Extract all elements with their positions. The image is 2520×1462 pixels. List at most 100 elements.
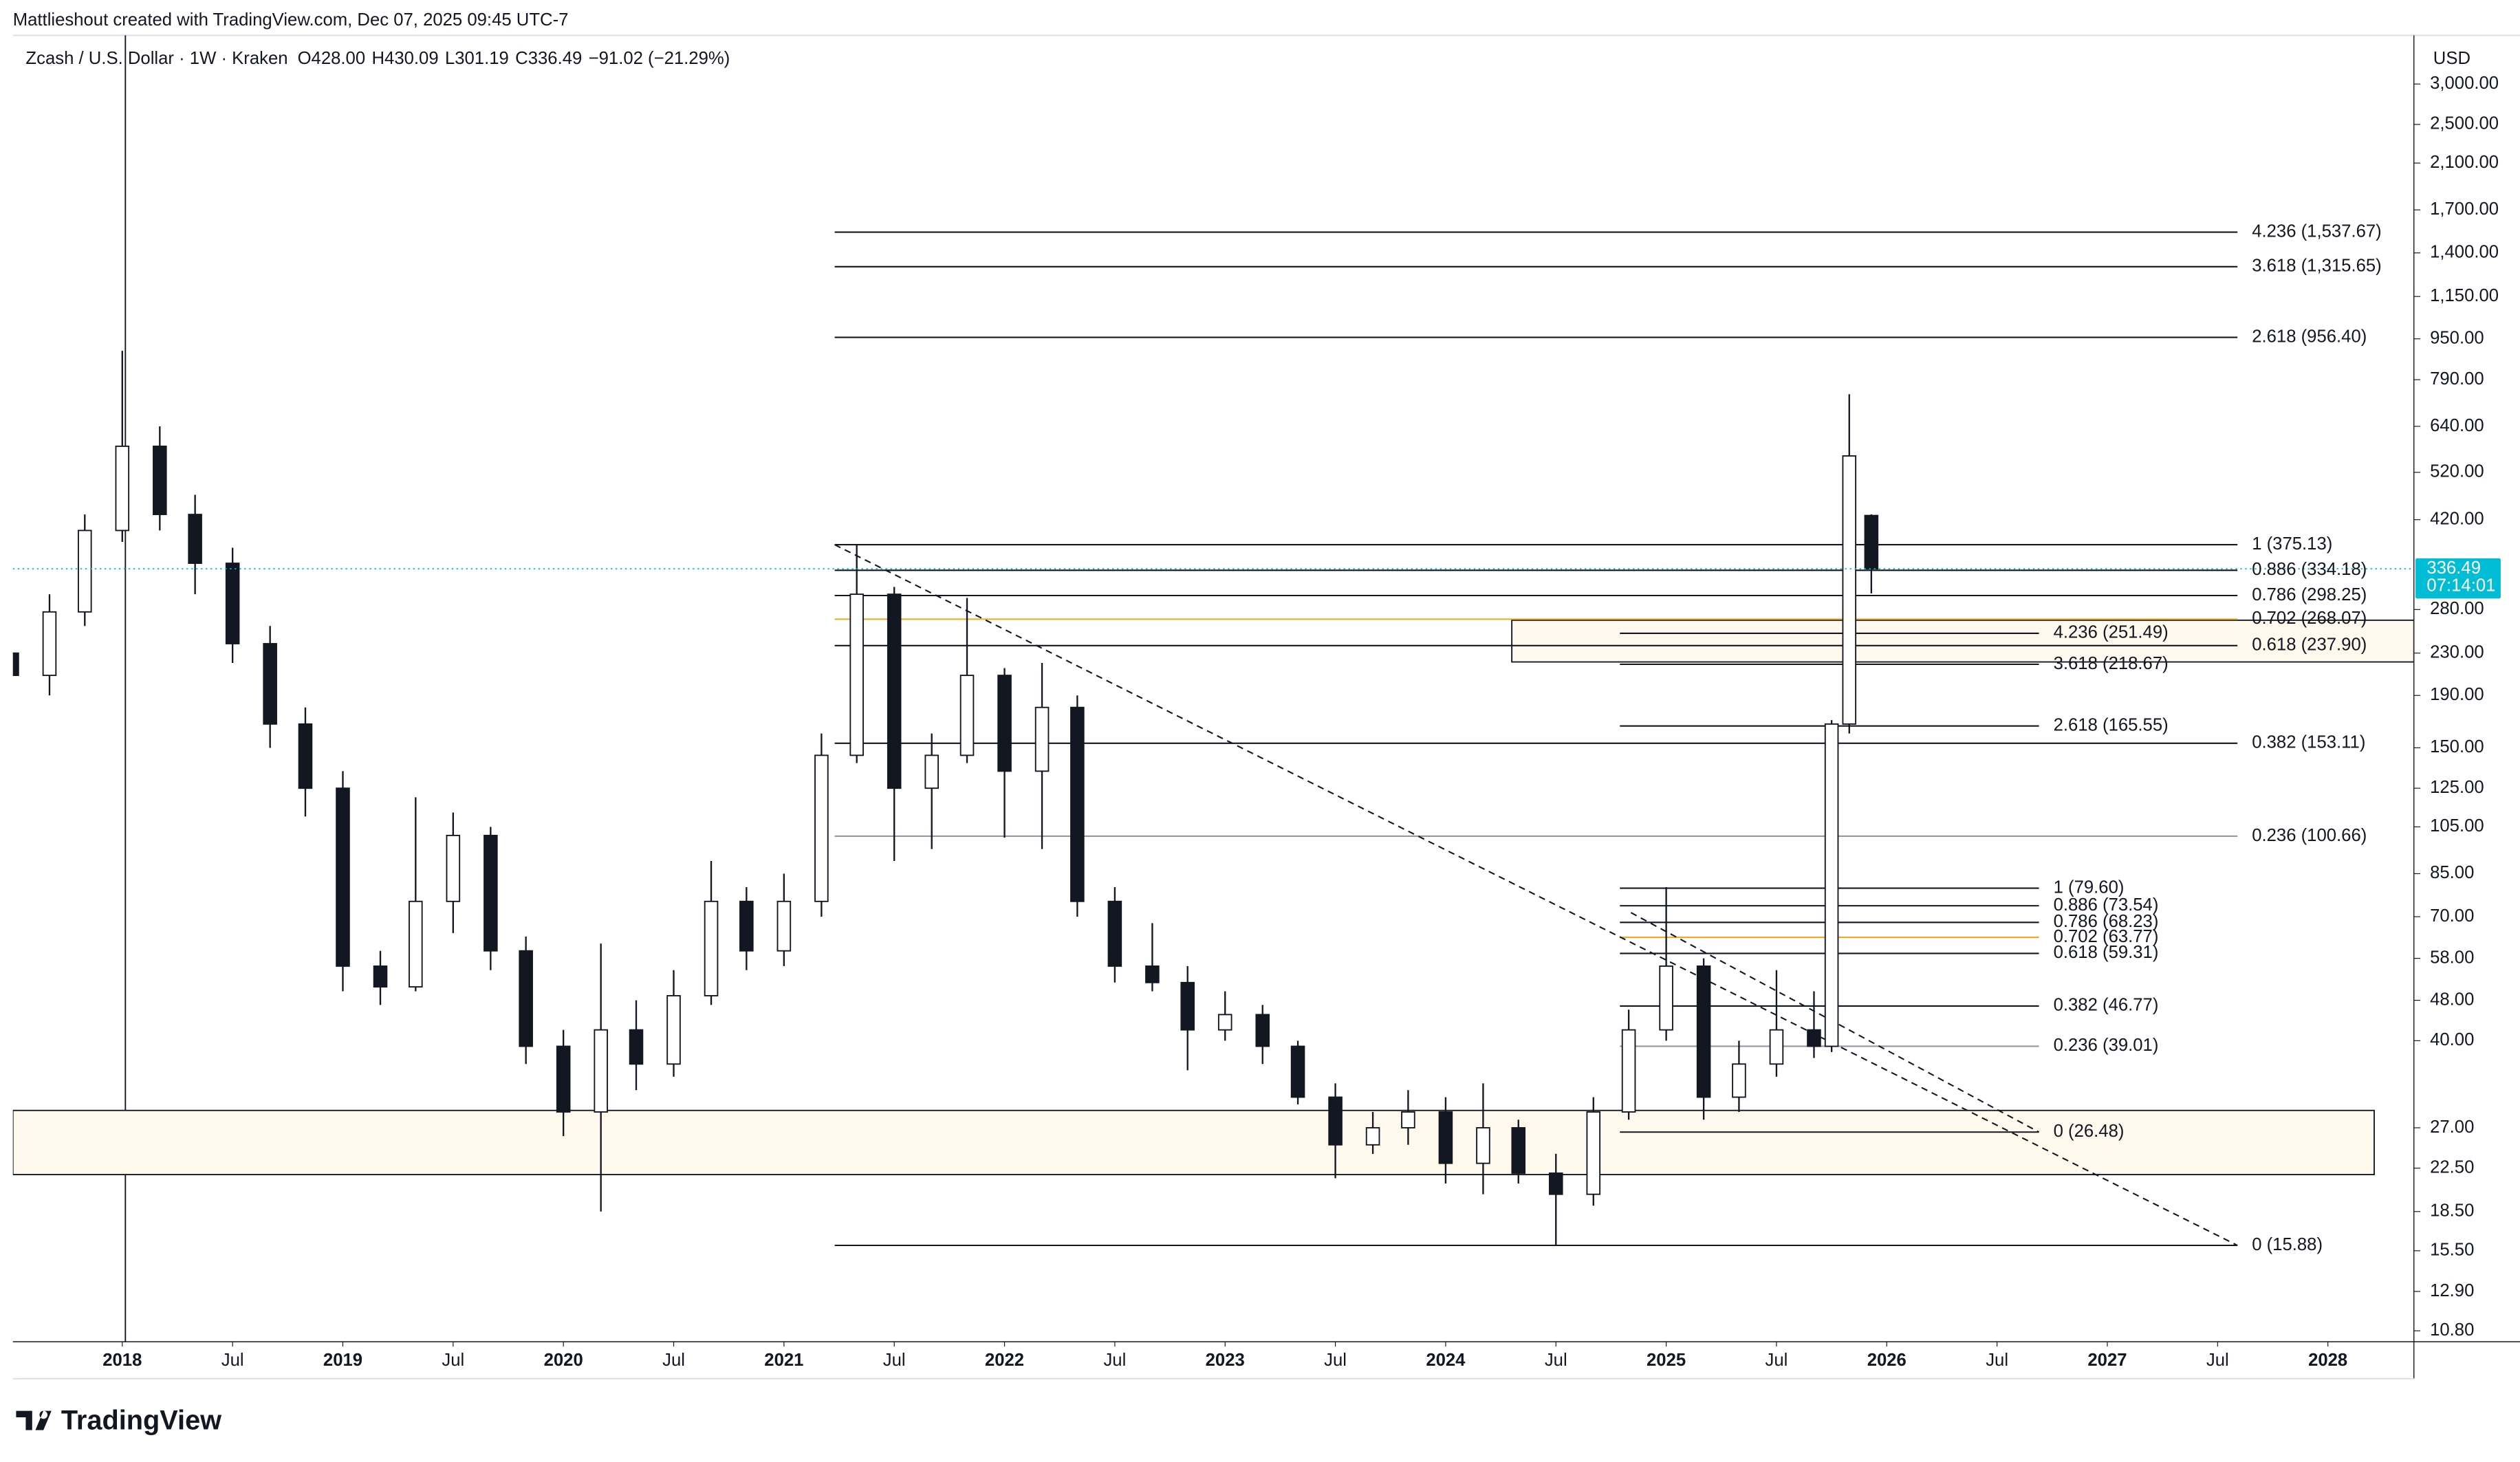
candle-body	[1290, 1045, 1305, 1098]
y-tick-label: 150.00	[2430, 737, 2484, 756]
fib-label: 0.786 (68.23)	[2054, 912, 2159, 931]
fib-label: 0.886 (73.54)	[2054, 895, 2159, 915]
x-tick-label: 2028	[2308, 1351, 2347, 1370]
candle-body	[409, 900, 423, 988]
candle-body	[924, 754, 939, 789]
y-tick-label: 280.00	[2430, 599, 2484, 618]
candle-body	[849, 593, 864, 756]
candle-body	[887, 593, 902, 789]
zone	[12, 1109, 2375, 1175]
candle-body	[1070, 706, 1085, 902]
candle-body	[739, 900, 754, 952]
x-tick-label: Jul	[442, 1351, 464, 1370]
fib-label: 4.236 (1,537.67)	[2252, 221, 2382, 241]
candle-body	[629, 1029, 644, 1065]
x-tick-label: 2023	[1206, 1351, 1245, 1370]
x-tick-label: Jul	[1986, 1351, 2008, 1370]
candle-body	[1659, 965, 1673, 1031]
candle-body	[519, 950, 533, 1047]
y-tick-label: 125.00	[2430, 778, 2484, 797]
trendline	[1630, 912, 2040, 1133]
candle-body	[263, 643, 277, 725]
plot	[12, 231, 2414, 1247]
y-tick-label: 520.00	[2430, 462, 2484, 481]
legend-value: L301.19	[445, 49, 509, 68]
candle-body	[1732, 1063, 1746, 1098]
candle-body	[1107, 900, 1122, 967]
fib-label: 2.618 (956.40)	[2252, 327, 2367, 346]
candle-body	[1842, 455, 1857, 725]
fib-label: 3.618 (218.67)	[2054, 654, 2169, 673]
y-tick-label: 70.00	[2430, 906, 2474, 926]
legend-value: O428.00	[298, 49, 366, 68]
y-tick-label: 230.00	[2430, 643, 2484, 662]
x-tick-label: 2018	[102, 1351, 142, 1370]
brand-logo: TradingView	[16, 1405, 221, 1435]
x-tick-label: Jul	[883, 1351, 906, 1370]
candle-body	[959, 675, 975, 756]
y-tick-label: 10.80	[2430, 1320, 2474, 1340]
candle-body	[704, 900, 719, 996]
y-tick-label: 1,150.00	[2430, 286, 2499, 305]
candle-body	[594, 1029, 608, 1113]
candle-body	[1769, 1029, 1784, 1065]
y-tick-label: 12.90	[2430, 1281, 2474, 1300]
x-tick-label: Jul	[1103, 1351, 1126, 1370]
candle-body	[1034, 706, 1050, 772]
x-tick-label: 2024	[1426, 1351, 1466, 1370]
x-tick-label: 2021	[764, 1351, 803, 1370]
last-price-label: 336.49	[2426, 558, 2481, 578]
fib-label: 0 (26.48)	[2054, 1122, 2125, 1141]
candle-body	[1586, 1111, 1601, 1195]
y-tick-label: 3,000.00	[2430, 74, 2499, 93]
symbol-title: Zcash / U.S. Dollar · 1W · Kraken	[25, 49, 287, 68]
candle-body	[1621, 1029, 1636, 1113]
y-tick-label: 2,500.00	[2430, 114, 2499, 133]
candle-body	[1365, 1127, 1380, 1146]
y-tick-label: 1,700.00	[2430, 199, 2499, 219]
y-tick-label: 420.00	[2430, 509, 2484, 528]
legend-value: H430.09	[371, 49, 438, 68]
y-tick-label: 1,400.00	[2430, 243, 2499, 262]
trendline	[834, 544, 2238, 1246]
candle-body	[484, 834, 498, 952]
fib-label: 0.786 (298.25)	[2252, 585, 2367, 604]
x-tick-label: Jul	[1545, 1351, 1567, 1370]
x-tick-label: 2019	[323, 1351, 362, 1370]
candle-body	[666, 995, 681, 1065]
candle-body	[1511, 1127, 1526, 1174]
candle-body	[1824, 723, 1839, 1047]
fib-label: 3.618 (1,315.65)	[2252, 257, 2382, 276]
x-tick-label: 2026	[1867, 1351, 1907, 1370]
y-tick-label: 640.00	[2430, 416, 2484, 435]
y-tick-label: 27.00	[2430, 1117, 2474, 1137]
last-price-box	[2415, 558, 2501, 599]
legend-value: −91.02 (−21.29%)	[589, 49, 730, 68]
fib-label: 4.236 (251.49)	[2054, 623, 2169, 642]
fib-label: 0.618 (59.31)	[2054, 943, 2159, 962]
candle-body	[1864, 514, 1879, 570]
candle-body	[1145, 965, 1160, 983]
legend: Zcash / U.S. Dollar · 1W · Kraken O428.0…	[25, 49, 730, 68]
fib-label: 0 (15.88)	[2252, 1235, 2323, 1254]
fib-label: 1 (79.60)	[2054, 877, 2125, 897]
y-tick-label: 2,100.00	[2430, 153, 2499, 172]
candle-body	[373, 965, 388, 988]
fib-label: 0.236 (39.01)	[2054, 1036, 2159, 1055]
y-tick-label: 58.00	[2430, 948, 2474, 967]
fib-label: 1 (375.13)	[2252, 534, 2332, 554]
candle-body	[188, 514, 202, 565]
x-tick-label: Jul	[2206, 1351, 2229, 1370]
x-tick-label: 2025	[1647, 1351, 1686, 1370]
candle-body	[776, 900, 792, 952]
fib-label: 0.702 (63.77)	[2054, 927, 2159, 946]
candle-body	[1180, 981, 1195, 1031]
x-tick-label: Jul	[1324, 1351, 1347, 1370]
x-tick-label: 2027	[2087, 1351, 2127, 1370]
x-tick-label: 2022	[985, 1351, 1024, 1370]
y-tick-label: 190.00	[2430, 685, 2484, 704]
x-tick-label: Jul	[662, 1351, 685, 1370]
y-tick-label: 105.00	[2430, 816, 2484, 836]
